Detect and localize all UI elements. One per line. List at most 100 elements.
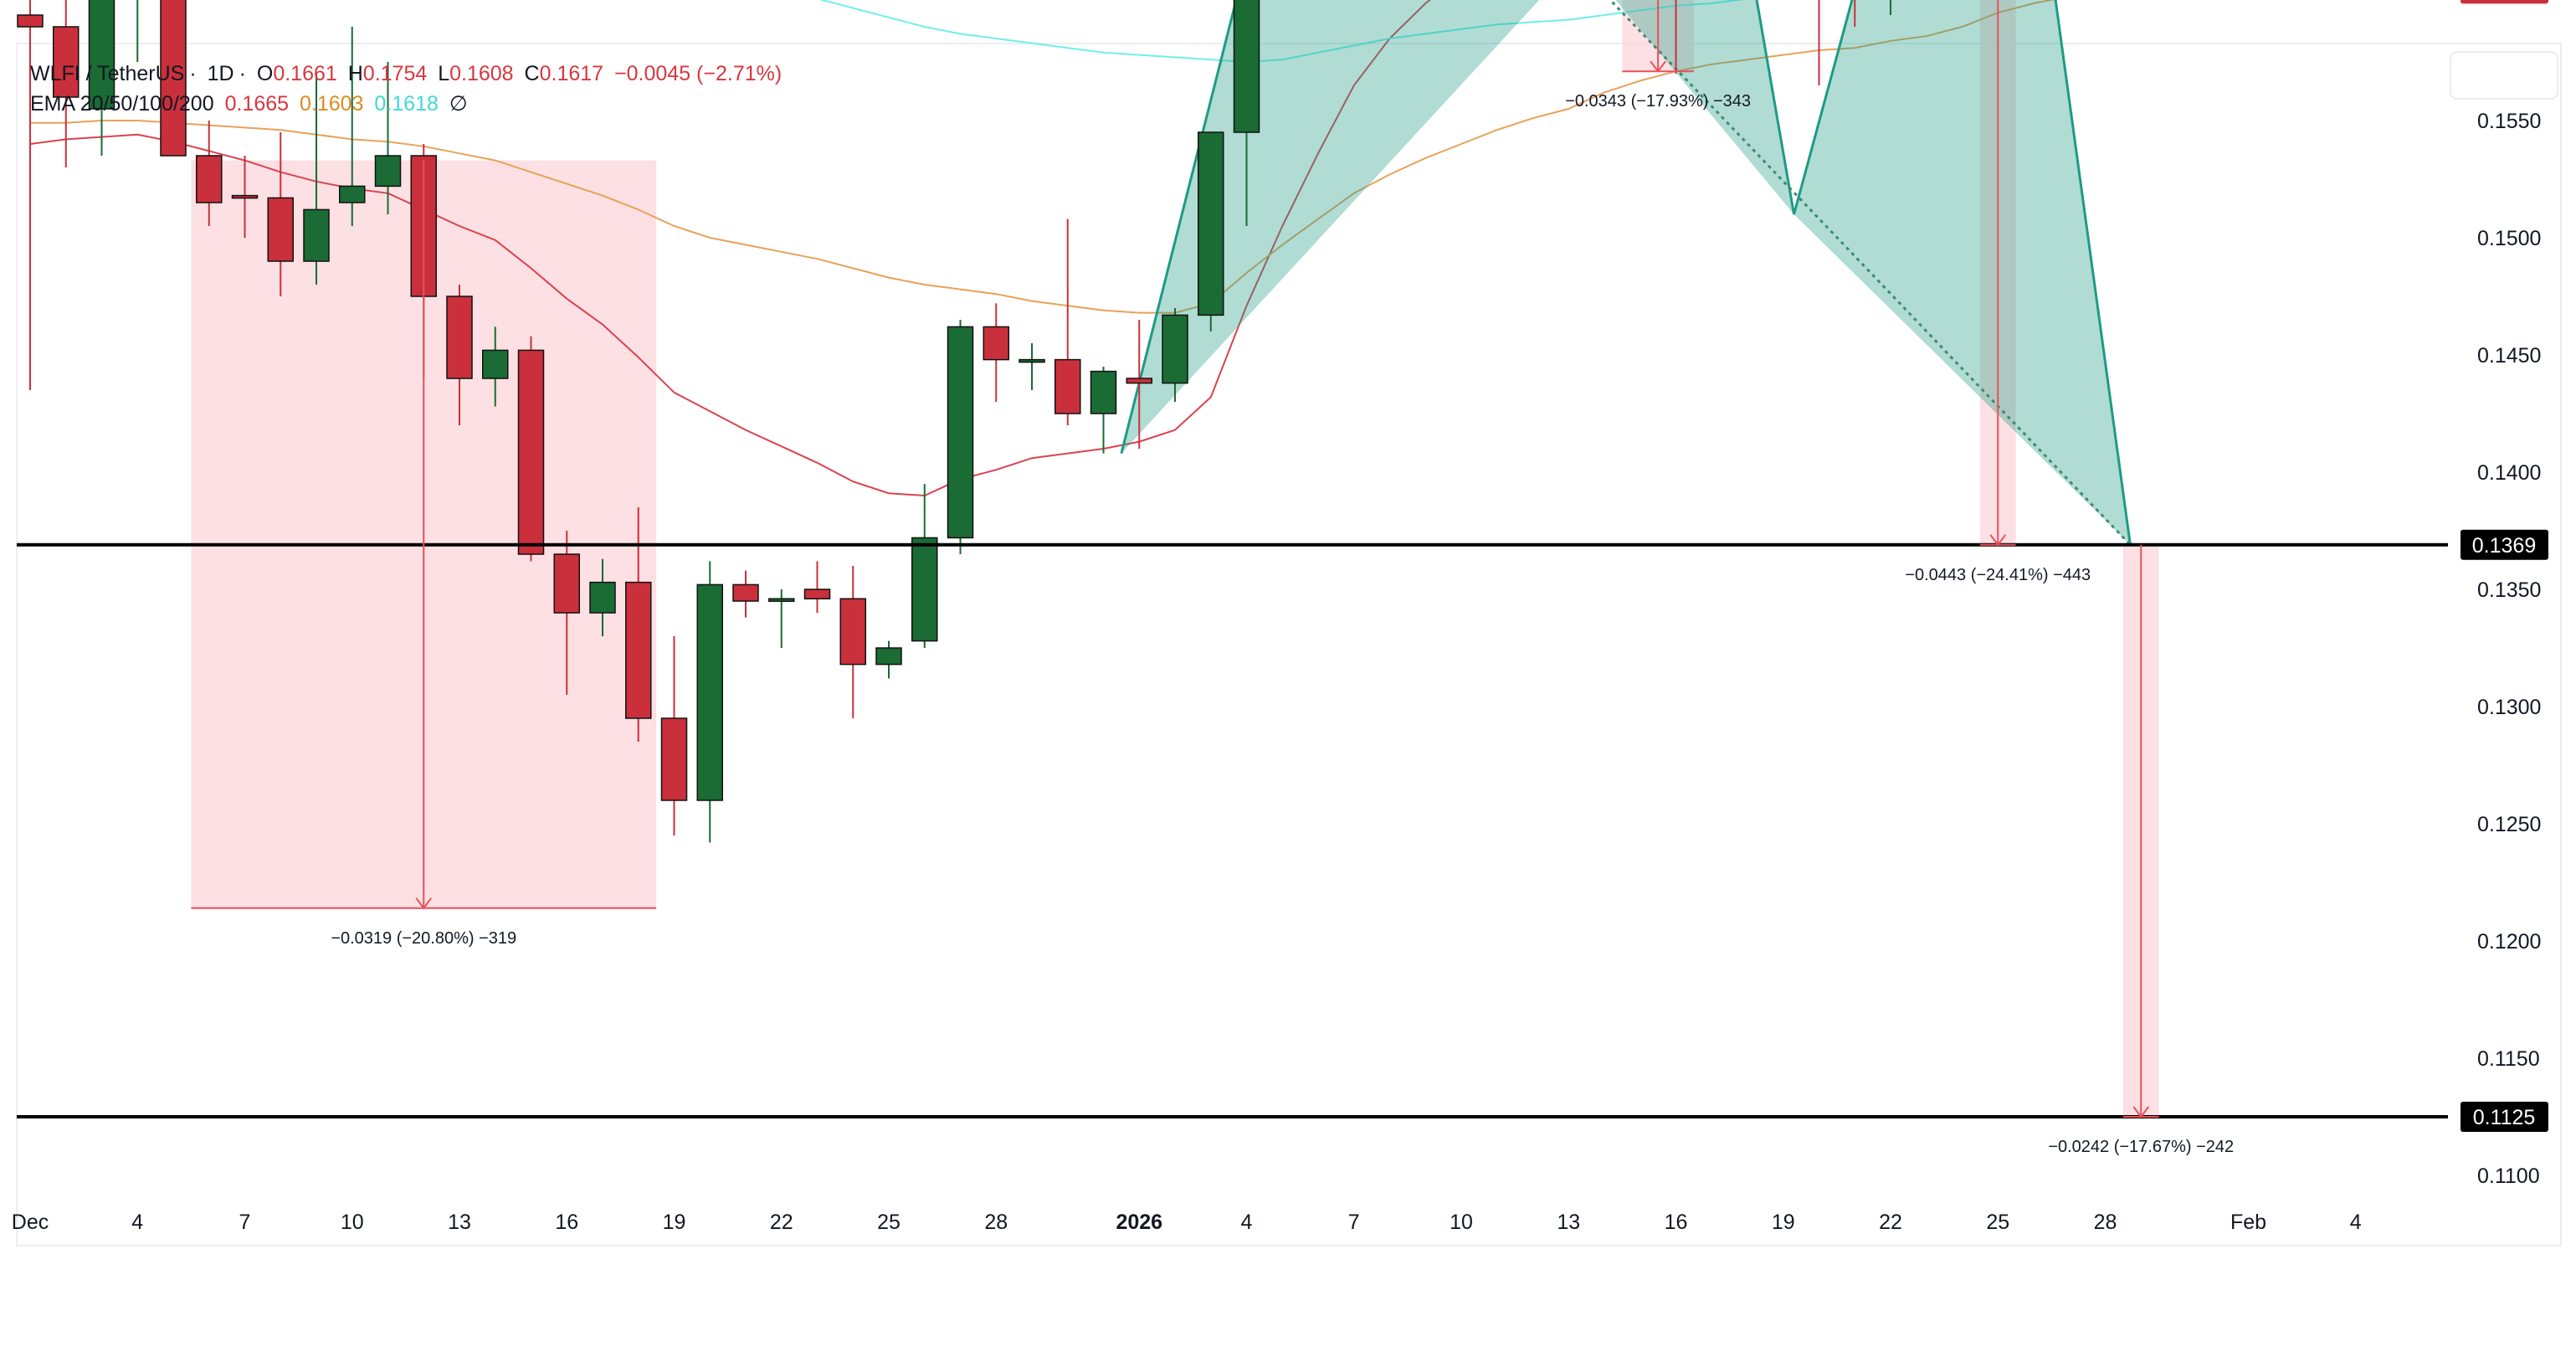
y-tick-label: 0.1500 [2477,227,2541,250]
candle [231,156,259,238]
x-tick-label: 25 [1986,1211,2009,1234]
open-value: 0.1661 [273,62,337,85]
candle-body [1198,131,1224,316]
x-tick-label: Feb [2230,1211,2266,1234]
close-label: C [524,62,540,85]
ema20-value: 0.1665 [224,92,290,116]
last-price-tag [2461,0,2548,4]
candle [1198,131,1224,332]
ema-extra-value: ∅ [449,92,468,116]
y-tick-label: 0.1350 [2477,578,2541,602]
candle [267,132,294,296]
candle-body [768,598,795,602]
candle [589,558,616,636]
x-tick-label: 19 [663,1211,686,1234]
candle-body [1126,378,1152,384]
candle-body [983,326,1009,361]
candle [17,0,44,390]
candle [136,0,139,62]
x-tick-label: 13 [448,1211,471,1234]
candle [983,303,1009,402]
candle [768,589,795,648]
level-tag-0.1125 [2461,1102,2548,1132]
high-value: 0.1754 [362,62,428,85]
candle [53,0,80,167]
candle [696,561,723,843]
x-tick-label: 4 [1241,1211,1253,1234]
candle [553,531,580,695]
y-tick-label: 0.1450 [2477,344,2541,368]
candle [839,566,866,718]
y-tick-label: 0.1150 [2477,1047,2540,1071]
candles-group [17,0,1891,843]
candle-body [446,296,473,379]
pattern-fill-left-shoulder [1121,0,1540,454]
x-tick-label: 10 [1450,1211,1473,1234]
open-label: O [256,62,274,85]
candle [732,570,759,618]
ema50-value: 0.1603 [300,92,364,116]
candle [660,636,688,835]
candle [1055,219,1081,425]
candle [446,285,473,425]
candle-body [88,0,115,110]
candle-body [911,537,938,642]
candle-body [589,581,616,614]
ema-line-ema-50 [30,0,2055,314]
candle [947,320,974,554]
candle-body [231,194,259,199]
candle [1233,0,1260,226]
candle-body [660,717,688,801]
measure-label-1: −0.0343 (−17.93%) −343 [1565,92,1751,111]
candle [911,484,938,648]
measure-label-2: −0.0443 (−24.41%) −443 [1905,566,2091,584]
candle [875,640,902,679]
candle-body [303,208,330,262]
y-tick-label: 0.1550 [2477,110,2541,133]
candle-body [839,598,866,666]
x-tick-label: 16 [555,1211,578,1234]
candle-body [339,185,366,203]
measure-label-3: −0.0242 (−17.67%) −242 [2048,1138,2234,1156]
candle [374,62,402,214]
interval-label[interactable]: 1D [207,62,234,85]
level-tag-text: 0.1125 [2473,1106,2536,1129]
candle-body [1090,370,1117,414]
x-tick-label: Dec [12,1211,49,1234]
y-tick-label: 0.1400 [2477,461,2541,485]
candle [303,74,330,285]
ema-row: EMA 20/50/100/200 0.1665 0.1603 0.1618 ∅ [30,89,787,119]
x-tick-label: 19 [1772,1211,1795,1234]
candle-body [625,581,652,719]
symbol-label[interactable]: WLFI / TetherUS [30,62,185,85]
candle-body [1233,0,1260,133]
x-tick-label: 7 [1348,1211,1360,1234]
candle-body [696,584,723,801]
candle-body [517,349,545,555]
ema-label[interactable]: EMA 20/50/100/200 [30,92,214,116]
candle [1090,367,1117,454]
candle [1019,343,1045,390]
candle-body [17,14,44,28]
chart-frame [16,43,2562,1247]
candle-body [875,647,902,666]
settings-panel [2450,51,2558,100]
y-tick-label: 0.1100 [2477,1164,2540,1188]
x-tick-label: 22 [1879,1211,1902,1234]
candle-body [267,197,294,262]
candle [196,121,223,226]
pattern-fill-right-shoulder [1793,0,2131,545]
candle-body [53,26,80,98]
ema100-value: 0.1618 [374,92,439,116]
y-tick-label: 0.1200 [2477,930,2541,954]
x-tick-label: 4 [2350,1211,2362,1234]
x-tick-label: 22 [770,1211,793,1234]
candle-body [1055,358,1081,414]
low-value: 0.1608 [449,62,514,85]
low-label: L [438,62,450,85]
candle [803,561,831,613]
candle [1126,320,1152,449]
level-tag-text: 0.1369 [2472,534,2536,558]
